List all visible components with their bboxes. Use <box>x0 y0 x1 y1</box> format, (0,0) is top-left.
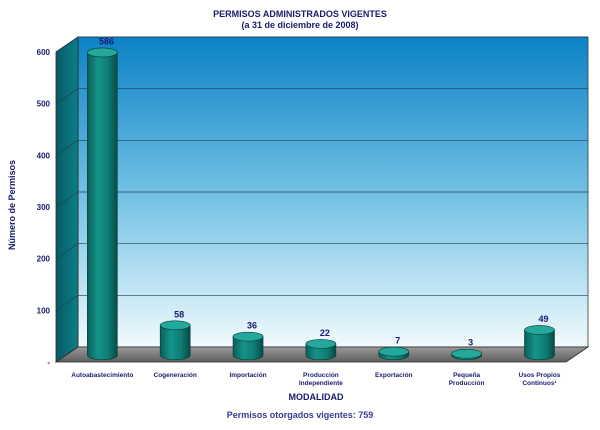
y-tick-label: 600 <box>37 48 51 57</box>
bar-top <box>159 320 191 331</box>
bar <box>305 339 337 361</box>
x-tick-label: Pequeña Producción <box>449 372 485 387</box>
bar-body <box>524 329 555 361</box>
bar <box>87 47 118 361</box>
bar-value-label: 22 <box>320 328 330 338</box>
y-tick-label: 400 <box>37 151 51 160</box>
y-tick-label: 300 <box>37 203 51 212</box>
x-axis-label: MODALIDAD <box>289 392 344 402</box>
bar <box>232 331 264 361</box>
x-tick-label: Autoabastecimiento <box>71 372 133 379</box>
chart-title: PERMISOS ADMINISTRADOS VIGENTES <box>213 9 387 19</box>
x-axis-categories: Autoabastecimiento Cogeneración Importació… <box>71 372 561 387</box>
x-tick-label: Cogeneración <box>154 372 197 379</box>
bar-value-label: 3 <box>468 338 473 348</box>
y-tick-label: 500 <box>37 100 51 109</box>
y-axis-ticks: - 100 200 300 400 500 600 <box>37 48 51 367</box>
plot-area <box>54 36 590 363</box>
y-axis-label: Número de Permisos <box>7 160 17 250</box>
bar-value-label: 58 <box>174 309 184 319</box>
bar <box>524 325 555 361</box>
gridline-side <box>55 243 79 259</box>
x-tick-label: Exportación <box>375 372 413 379</box>
bar-value-label: 586 <box>99 36 114 46</box>
bar-top <box>524 325 555 335</box>
x-tick-label: Producción Independiente <box>299 372 343 387</box>
chart-subtitle: (a 31 de diciembre de 2008) <box>241 20 358 30</box>
footnote: Permisos otorgados vigentes: 759 <box>227 410 374 420</box>
bar-body <box>159 324 191 361</box>
bar-top <box>378 346 410 357</box>
gridlines <box>55 36 588 311</box>
bar-top <box>87 47 118 58</box>
bar-body <box>232 336 264 361</box>
bar <box>451 348 482 361</box>
bar-value-label: 36 <box>247 321 257 331</box>
bar-body <box>87 52 118 361</box>
bar <box>378 346 410 361</box>
bar <box>159 320 191 361</box>
y-tick-label: 200 <box>37 255 51 264</box>
bar-value-label: 7 <box>395 336 400 346</box>
x-tick-label: Importación <box>229 372 266 379</box>
x-tick-label: Usos Propios Continuos¹ <box>519 372 561 387</box>
gridline-side <box>55 295 79 311</box>
y-tick-label: - <box>47 358 50 367</box>
bar-top <box>305 339 337 349</box>
gridline-side <box>55 191 79 208</box>
bars: 586 58 36 22 7 3 49 <box>87 36 555 361</box>
gridline-side <box>55 140 79 156</box>
gridline-side <box>55 88 79 104</box>
bar-top <box>232 331 264 342</box>
bar-value-label: 49 <box>538 314 548 324</box>
bar-top <box>451 348 482 359</box>
gridline-side <box>55 36 79 53</box>
y-tick-label: 100 <box>37 306 51 315</box>
